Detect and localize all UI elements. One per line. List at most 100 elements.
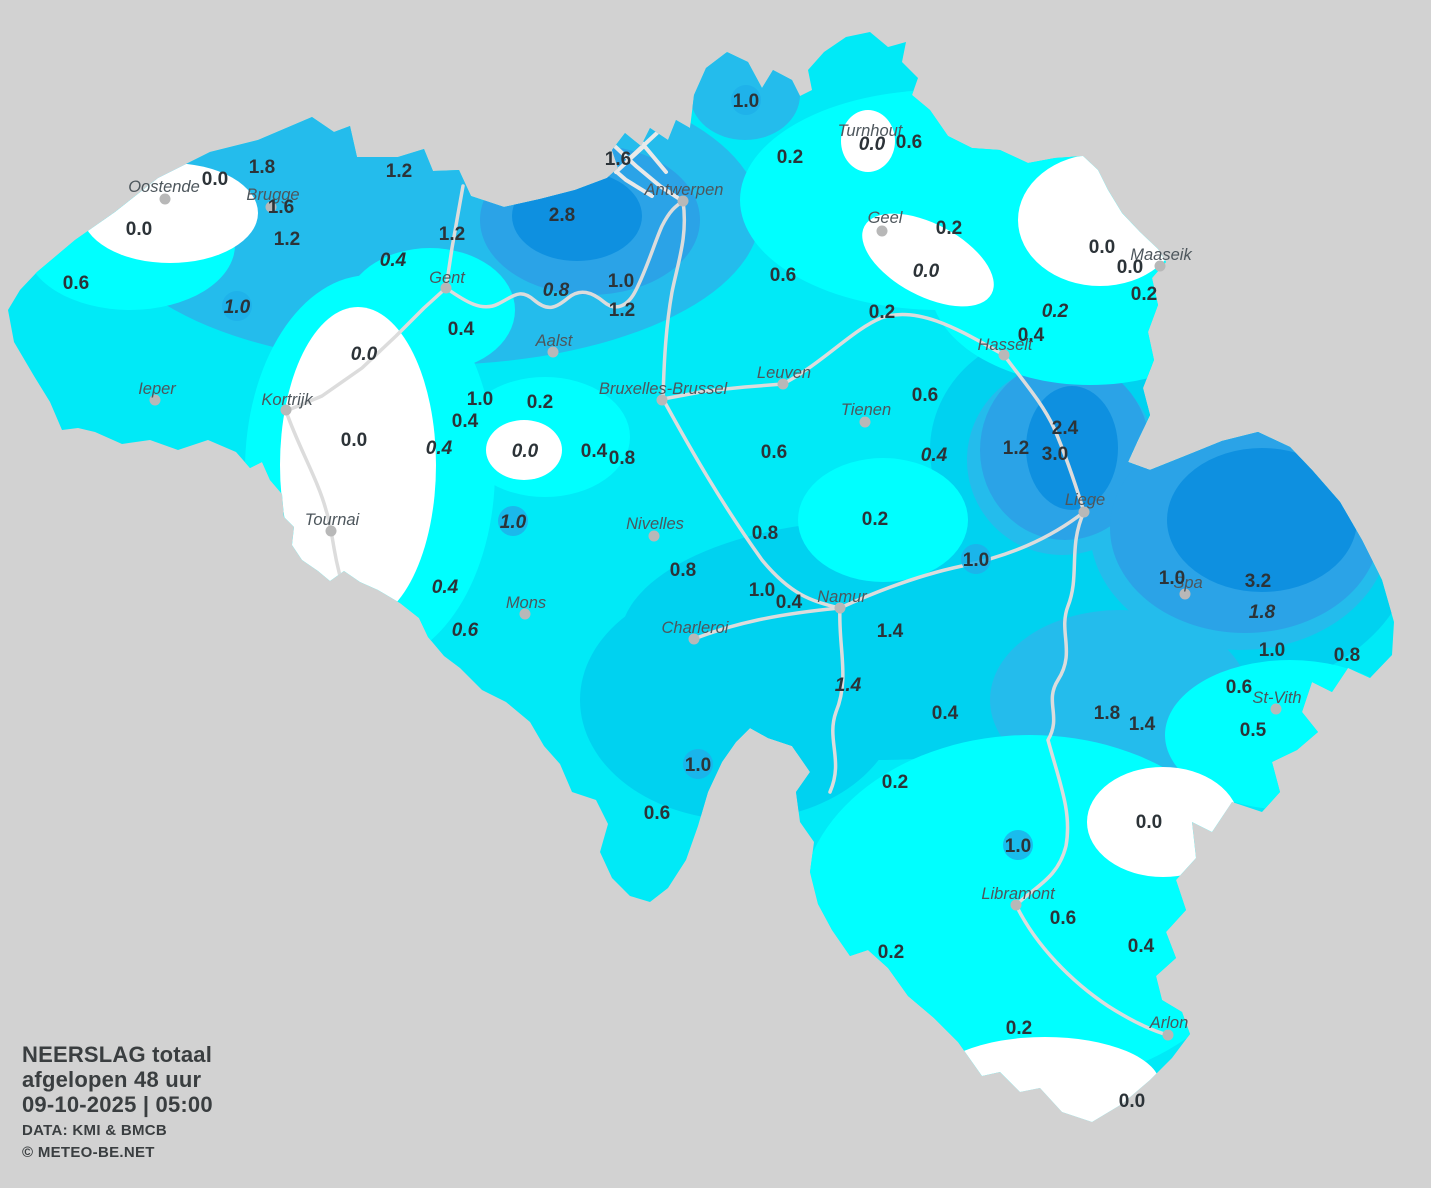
city-dot <box>1162 1029 1174 1041</box>
city-label: Namur <box>817 588 868 606</box>
precip-value: 0.2 <box>882 772 908 793</box>
precip-value: 0.6 <box>912 385 938 406</box>
precip-value: 0.0 <box>512 441 539 462</box>
river-sambre <box>692 606 842 641</box>
city-dot <box>834 602 846 614</box>
road-libramont-arlon <box>1014 903 1170 1037</box>
precip-value: 0.4 <box>932 703 959 724</box>
precip-value: 1.8 <box>1094 703 1120 724</box>
value-labels: 0.60.00.01.81.61.21.01.20.41.22.81.60.81… <box>63 91 1360 1112</box>
precip-value: 0.4 <box>921 445 948 466</box>
city-label: Leuven <box>757 364 811 382</box>
precip-value: 0.0 <box>1089 237 1115 258</box>
precip-value: 2.8 <box>549 205 575 226</box>
station-ring <box>222 291 252 321</box>
city-dot <box>440 282 452 294</box>
precip-value: 0.2 <box>777 147 803 168</box>
precip-value: 0.0 <box>1136 812 1162 833</box>
precip-value: 1.2 <box>439 224 465 245</box>
precip-value: 0.2 <box>1131 284 1157 305</box>
precip-value: 0.6 <box>644 803 670 824</box>
precip-value: 0.4 <box>380 250 407 271</box>
precip-value: 1.0 <box>224 297 251 318</box>
precip-value: 0.6 <box>1226 677 1252 698</box>
precip-value: 0.0 <box>351 344 378 365</box>
city-label: Spa <box>1173 574 1202 592</box>
city-dot <box>519 608 531 620</box>
precip-value: 0.0 <box>341 430 367 451</box>
river-ourthe <box>1014 510 1086 907</box>
city-dot <box>656 394 668 406</box>
city-label: Aalst <box>535 332 574 350</box>
precip-value: 1.4 <box>877 621 904 642</box>
precip-value: 0.2 <box>1006 1018 1032 1039</box>
city-dot <box>1154 260 1166 272</box>
precip-value: 0.0 <box>913 261 940 282</box>
precip-value: 1.2 <box>386 161 412 182</box>
precip-value: 1.8 <box>1249 602 1276 623</box>
city-markers: Oostende Brugge Gent Antwerpen Turnhout Geel M… <box>128 122 1302 1041</box>
precip-value: 0.0 <box>1117 257 1143 278</box>
city-dot <box>1179 588 1191 600</box>
precip-value: 0.6 <box>63 273 89 294</box>
city-dot <box>998 349 1010 361</box>
city-dot <box>149 394 161 406</box>
precip-value: 0.2 <box>936 218 962 239</box>
precip-value: 1.0 <box>963 550 989 571</box>
city-label: Tournai <box>305 511 361 529</box>
precip-value: 0.0 <box>1119 1091 1145 1112</box>
precip-value: 0.6 <box>452 620 479 641</box>
city-dot <box>265 201 277 213</box>
precip-value: 3.2 <box>1245 571 1271 592</box>
city-label: Arlon <box>1149 1014 1189 1032</box>
city-label: Brugge <box>246 186 299 204</box>
city-dot <box>1078 506 1090 518</box>
precip-value: 0.8 <box>670 560 696 581</box>
road-leuven-hasselt <box>781 312 1006 386</box>
precip-value: 0.4 <box>452 411 479 432</box>
precip-value: 0.6 <box>1050 908 1076 929</box>
precip-value: 0.6 <box>770 265 796 286</box>
precip-value: 0.5 <box>1240 720 1267 741</box>
city-dot <box>325 525 337 537</box>
map-datetime: 09-10-2025 | 05:00 <box>22 1092 213 1117</box>
precip-value: 1.0 <box>685 755 711 776</box>
precip-value: 0.2 <box>1042 301 1069 322</box>
city-label: Maaseik <box>1130 246 1192 264</box>
river-meuse-south <box>828 606 845 794</box>
city-label: Geel <box>868 209 904 227</box>
road-brussel-leuven <box>661 382 785 401</box>
city-label: Bruxelles-Brussel <box>599 380 729 398</box>
city-label: Hasselt <box>977 336 1033 354</box>
city-dot <box>876 225 888 237</box>
precip-value: 0.6 <box>896 132 922 153</box>
precip-value: 0.4 <box>448 319 475 340</box>
precip-value: 0.0 <box>202 169 228 190</box>
precip-value: 0.4 <box>426 438 453 459</box>
city-label: Kortrijk <box>261 391 313 409</box>
precip-value: 0.8 <box>752 523 778 544</box>
precip-value: 1.2 <box>1003 438 1029 459</box>
city-dot <box>1270 703 1282 715</box>
precip-value: 0.2 <box>862 509 888 530</box>
precip-value: 2.4 <box>1052 418 1079 439</box>
city-dot <box>159 193 171 205</box>
precip-value: 0.4 <box>1018 325 1045 346</box>
precip-value: 0.0 <box>126 219 152 240</box>
station-ring <box>683 749 713 779</box>
contour-band-2.8-plus <box>512 171 1357 592</box>
precip-value: 0.4 <box>1128 936 1155 957</box>
city-label: Libramont <box>981 885 1056 903</box>
road-brussel-namur <box>661 397 842 610</box>
title-block: NEERSLAG totaal afgelopen 48 uur 09-10-2… <box>22 1042 213 1164</box>
city-dot <box>648 530 660 542</box>
data-source: DATA: KMI & BMCB <box>22 1122 168 1139</box>
city-label: Ieper <box>138 380 177 398</box>
precip-value: 1.6 <box>268 197 294 218</box>
road-gent-kortrijk <box>284 286 448 413</box>
precip-value: 1.0 <box>608 271 634 292</box>
city-label: Charleroi <box>662 619 730 637</box>
precip-value: 1.0 <box>500 512 527 533</box>
city-label: Nivelles <box>626 515 684 533</box>
